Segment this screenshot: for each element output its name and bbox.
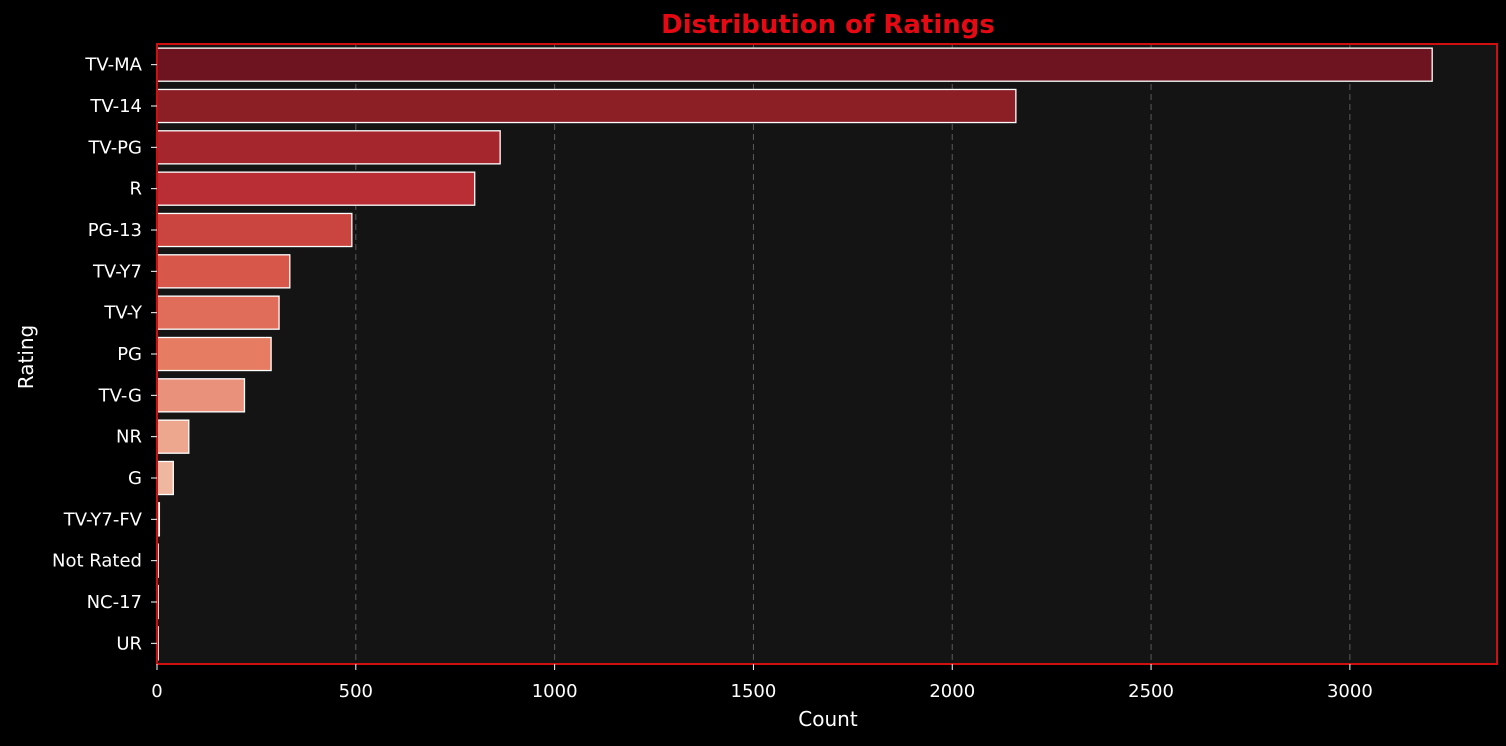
bar — [156, 171, 476, 206]
y-tick-label: UR — [116, 633, 142, 654]
bar — [156, 295, 280, 330]
x-tick-label: 1500 — [731, 681, 777, 702]
x-ticks: 0 500 1000 1500 2000 2500 3000 — [151, 664, 1373, 702]
bar — [156, 47, 1433, 82]
y-tick-label: PG — [117, 344, 142, 365]
x-tick-label: 0 — [151, 681, 162, 702]
x-axis-label: Count — [798, 707, 858, 731]
y-tick-label: TV-Y7-FV — [63, 509, 143, 530]
x-tick-label: 1000 — [532, 681, 578, 702]
y-axis-label: Rating — [14, 325, 38, 389]
x-tick-label: 2000 — [929, 681, 975, 702]
bar — [156, 254, 291, 289]
y-tick-label: TV-MA — [84, 55, 142, 76]
y-tick-label: NC-17 — [87, 592, 142, 613]
bar — [156, 88, 1017, 124]
bar — [156, 130, 501, 165]
y-tick-label: TV-G — [98, 385, 142, 406]
y-tick-label: TV-14 — [89, 96, 142, 117]
y-tick-label: Not Rated — [52, 551, 142, 572]
y-tick-label: NR — [116, 427, 142, 448]
bar — [156, 336, 272, 372]
y-tick-label: G — [128, 468, 142, 489]
y-tick-label: R — [129, 179, 142, 200]
bar — [156, 419, 190, 454]
x-tick-label: 500 — [339, 681, 373, 702]
y-ticks: TV-MA TV-14 TV-PG R PG-13 TV-Y7 TV-Y PG TV-G NR GT… — [52, 55, 157, 654]
bar — [156, 212, 353, 248]
y-tick-label: TV-Y7 — [92, 261, 142, 282]
y-tick-label: PG-13 — [88, 220, 142, 241]
y-tick-label: TV-Y — [103, 303, 143, 324]
bar — [156, 460, 174, 496]
x-tick-label: 2500 — [1128, 681, 1174, 702]
y-tick-label: TV-PG — [87, 137, 142, 158]
chart-title: Distribution of Ratings — [661, 10, 995, 40]
x-tick-label: 3000 — [1327, 681, 1373, 702]
bar — [156, 378, 246, 413]
bars — [156, 47, 1433, 661]
